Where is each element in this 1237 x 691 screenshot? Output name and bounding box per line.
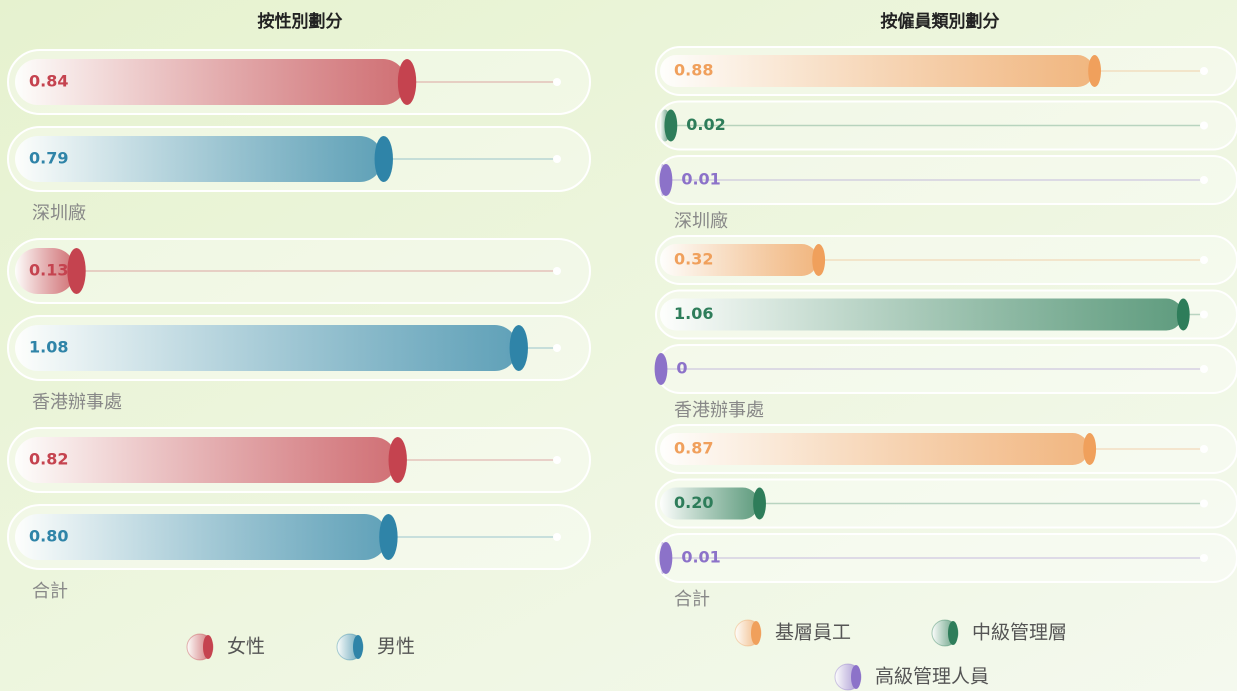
legend-swatch-cap	[353, 635, 363, 659]
value-label: 0.01	[681, 548, 720, 567]
track-dot	[1200, 121, 1208, 130]
track-dot	[1200, 176, 1208, 184]
bar-track	[7, 238, 591, 304]
bar-cap	[1176, 298, 1190, 331]
category-label: 香港辦事處	[32, 392, 122, 413]
bar	[15, 136, 383, 182]
track-dot	[1200, 310, 1208, 319]
bar-cap	[659, 542, 673, 574]
legend-label: 中級管理層	[972, 622, 1067, 644]
bar	[15, 59, 407, 105]
category-label: 合計	[674, 589, 710, 610]
bar	[660, 487, 759, 520]
bar	[660, 298, 1183, 331]
legend-swatch-cap	[203, 635, 213, 659]
bar-cap	[388, 437, 407, 483]
bar-cap	[397, 59, 417, 105]
bar-cap	[1088, 55, 1101, 87]
legend-label: 高級管理人員	[875, 666, 989, 688]
track-dot	[553, 267, 561, 275]
bar	[15, 514, 388, 560]
legend-label: 基層員工	[775, 622, 851, 644]
value-label: 0.88	[674, 61, 713, 80]
track-dot	[1200, 554, 1208, 562]
bar	[15, 437, 397, 483]
legend-swatch-cap	[948, 621, 958, 645]
value-label: 0.13	[29, 261, 68, 280]
track-dot	[1200, 499, 1208, 508]
legend-label: 女性	[227, 636, 265, 658]
bar	[660, 244, 818, 276]
legend-swatch-cap	[751, 621, 761, 645]
bar-cap	[659, 164, 673, 196]
bar-cap	[1083, 433, 1097, 465]
bar	[15, 248, 76, 294]
value-label: 0.79	[29, 149, 68, 168]
chart-title: 按僱員類別劃分	[881, 11, 1000, 32]
bar-track	[655, 533, 1237, 583]
bar-cap	[664, 109, 678, 142]
bar-cap	[374, 136, 393, 182]
legend-label: 男性	[377, 636, 415, 658]
bar-cap	[67, 248, 86, 294]
bar	[15, 325, 518, 371]
category-label: 香港辦事處	[674, 400, 764, 421]
chart-title: 按性別劃分	[258, 11, 343, 32]
bar-cap	[379, 514, 398, 560]
bar-track	[655, 100, 1237, 151]
category-label: 合計	[32, 581, 68, 602]
track-dot	[553, 344, 561, 352]
value-label: 1.08	[29, 338, 68, 357]
bar-track	[655, 155, 1237, 205]
track-dot	[553, 78, 561, 86]
bar	[660, 55, 1094, 87]
value-label: 0.01	[681, 170, 720, 189]
category-label: 深圳廠	[32, 202, 86, 224]
bar-cap	[509, 325, 528, 371]
track-dot	[553, 155, 561, 163]
bar-cap	[654, 353, 668, 385]
track-dot	[1200, 365, 1208, 373]
bar	[660, 433, 1089, 465]
value-label: 0.82	[29, 450, 68, 469]
value-label: 0	[676, 359, 687, 378]
track-dot	[1200, 67, 1208, 75]
category-label: 深圳廠	[674, 210, 728, 232]
track-dot	[1200, 445, 1208, 453]
track-dot	[1200, 256, 1208, 264]
value-label: 0.80	[29, 527, 68, 546]
value-label: 0.20	[674, 493, 713, 512]
bar-track	[655, 478, 1237, 529]
bar-cap	[753, 487, 766, 520]
track-dot	[553, 456, 561, 464]
value-label: 1.06	[674, 304, 713, 323]
value-label: 0.02	[686, 115, 725, 134]
track-dot	[553, 533, 561, 541]
bar-cap	[812, 244, 826, 276]
value-label: 0.87	[674, 439, 713, 458]
value-label: 0.32	[674, 250, 713, 269]
value-label: 0.84	[29, 72, 68, 91]
legend-swatch-cap	[851, 665, 861, 689]
